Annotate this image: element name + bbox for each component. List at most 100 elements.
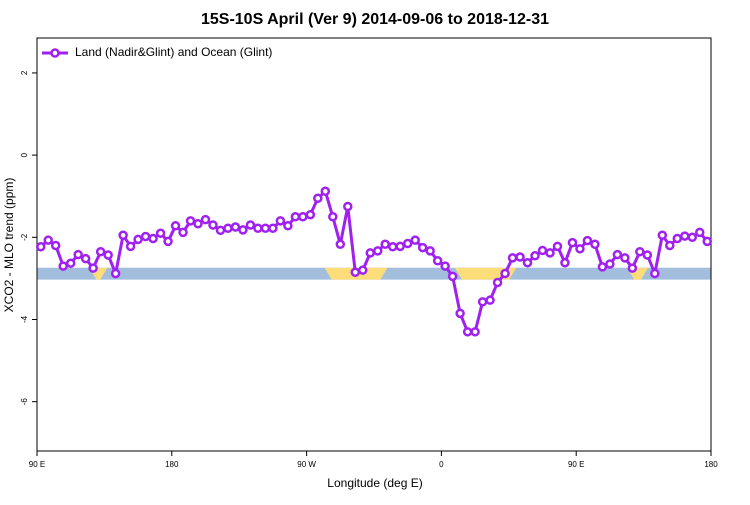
- data-point: [582, 235, 593, 246]
- y-tick-label: -4: [20, 315, 29, 323]
- data-point: [88, 263, 98, 273]
- data-point: [417, 242, 428, 253]
- data-point: [642, 250, 653, 260]
- data-point: [193, 218, 203, 229]
- data-point: [245, 220, 256, 230]
- data-point: [268, 223, 278, 234]
- legend-label: Land (Nadir&Glint) and Ocean (Glint): [75, 45, 272, 59]
- data-point: [328, 212, 338, 222]
- data-point: [313, 193, 323, 204]
- data-point: [350, 267, 361, 277]
- x-axis-label: Longitude (deg E): [327, 476, 422, 490]
- x-tick-label: 90 E: [29, 460, 45, 469]
- data-point: [215, 225, 226, 236]
- data-point: [612, 249, 623, 260]
- data-point: [515, 252, 525, 262]
- data-point: [702, 236, 713, 247]
- legend-marker: [50, 48, 60, 58]
- data-point: [650, 268, 660, 279]
- data-point: [58, 261, 68, 271]
- y-tick-label: -6: [20, 398, 29, 406]
- data-point: [620, 253, 630, 263]
- data-point: [530, 251, 540, 261]
- data-point: [320, 186, 331, 197]
- data-point: [290, 212, 301, 222]
- data-point: [170, 221, 181, 231]
- data-point: [133, 234, 143, 245]
- data-point: [343, 201, 353, 212]
- data-point: [118, 230, 128, 241]
- data-point: [605, 259, 615, 269]
- data-point: [545, 248, 555, 258]
- data-point: [575, 244, 585, 254]
- x-tick-label: 180: [165, 460, 179, 469]
- data-point: [200, 214, 211, 225]
- data-point: [335, 239, 346, 250]
- data-point: [492, 277, 503, 288]
- data-point: [95, 246, 106, 257]
- data-point: [163, 236, 173, 247]
- y-axis-label: XCO2 - MLO trend (ppm): [2, 178, 16, 313]
- data-point: [597, 262, 608, 272]
- data-point: [178, 227, 188, 238]
- data-point: [440, 261, 450, 271]
- data-point: [447, 271, 458, 282]
- data-point: [380, 239, 390, 250]
- data-point: [298, 212, 308, 222]
- data-point: [110, 268, 121, 279]
- plot-frame: [36, 37, 712, 452]
- data-point: [73, 249, 83, 260]
- data-point: [238, 225, 248, 235]
- data-point: [35, 242, 46, 252]
- data-point: [552, 241, 563, 252]
- data-point: [387, 242, 398, 252]
- data-point: [43, 235, 53, 245]
- data-point: [402, 238, 413, 249]
- data-point: [635, 246, 645, 257]
- data-point: [260, 223, 271, 234]
- x-tick-label: 0: [439, 460, 444, 469]
- data-point: [283, 221, 293, 231]
- data-point: [230, 222, 241, 232]
- data-point: [485, 295, 495, 305]
- data-point: [500, 268, 510, 279]
- x-tick-label: 90 E: [568, 460, 584, 469]
- data-point: [103, 250, 113, 260]
- data-point: [470, 327, 480, 337]
- data-point: [657, 230, 668, 241]
- data-point: [395, 241, 405, 252]
- data-point: [522, 258, 533, 268]
- data-point: [50, 240, 61, 251]
- y-tick-label: 2: [20, 70, 29, 75]
- data-point: [275, 216, 286, 226]
- data-point: [223, 223, 233, 234]
- data-point: [627, 263, 638, 273]
- data-point: [140, 231, 151, 242]
- data-point: [507, 253, 518, 263]
- data-point: [567, 237, 578, 248]
- data-point: [590, 239, 600, 250]
- data-point: [148, 233, 158, 244]
- data-point: [372, 246, 383, 256]
- data-point: [680, 231, 690, 241]
- data-point: [695, 227, 705, 238]
- data-point: [155, 228, 166, 238]
- data-point: [537, 245, 548, 256]
- data-point: [365, 248, 376, 258]
- data-point: [455, 308, 465, 319]
- data-point: [358, 265, 368, 275]
- data-point: [305, 209, 316, 220]
- data-point: [477, 297, 488, 307]
- y-tick-label: 0: [20, 152, 29, 157]
- data-point: [665, 240, 675, 251]
- data-point: [208, 220, 218, 230]
- data-point: [80, 253, 91, 264]
- x-tick-label: 90 W: [297, 460, 316, 469]
- data-point: [432, 255, 443, 266]
- data-point: [65, 258, 76, 268]
- data-point: [185, 216, 196, 226]
- x-tick-label: 180: [704, 460, 718, 469]
- data-point: [462, 327, 473, 337]
- data-point: [672, 233, 683, 244]
